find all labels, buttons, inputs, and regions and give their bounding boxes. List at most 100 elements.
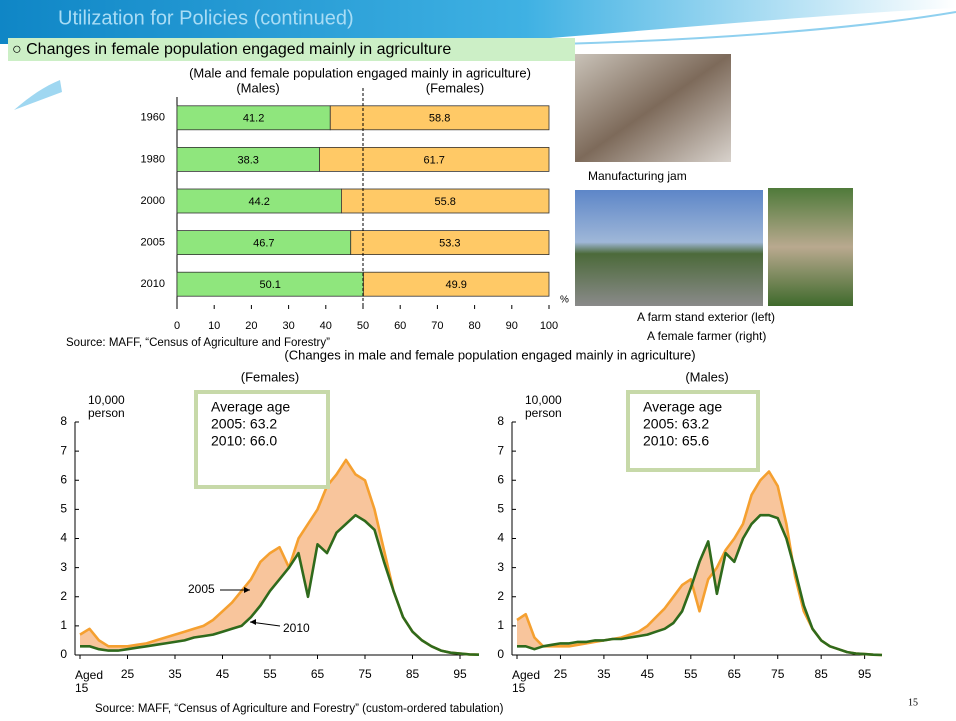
y-tick-label: 8 (497, 414, 504, 428)
bar-segment (176, 271, 364, 297)
page-number: 15 (908, 697, 918, 708)
y-tick-label: 3 (60, 560, 67, 574)
x-tick-label: Aged 15 (75, 668, 104, 695)
chart-title: (Males) (685, 369, 728, 384)
group-label: (Males) (236, 80, 279, 95)
y-tick-label: 1 (60, 618, 67, 632)
chart-title: (Females) (241, 369, 300, 384)
annotation-text: Average age (643, 399, 722, 415)
y-tick-label: 0 (60, 647, 67, 661)
x-tick-label: 50 (357, 320, 369, 332)
y-axis-label: 10,000 person (525, 393, 562, 420)
x-tick-label: Aged 15 (512, 668, 541, 695)
bar-value-label: 44.2 (249, 196, 270, 208)
chart-title: (Male and female population engaged main… (189, 65, 531, 80)
bar-value-label: 46.7 (253, 238, 274, 250)
bar-segment (176, 146, 320, 172)
series-arrowhead (250, 619, 256, 625)
bar-value-label: 38.3 (238, 154, 259, 166)
y-tick-label: 5 (60, 502, 67, 516)
y-tick-label: 3 (497, 560, 504, 574)
bar-segment (350, 230, 550, 256)
bar-segment (176, 105, 331, 131)
x-tick-label: 75 (771, 667, 785, 681)
x-tick-label: 55 (263, 667, 277, 681)
x-tick-label: 85 (814, 667, 828, 681)
bar-value-label: 61.7 (424, 154, 445, 166)
photo-farmer (768, 188, 853, 306)
subtitle-bg (8, 38, 575, 61)
y-axis-label: 10,000 person (88, 393, 125, 420)
source-note: Source: MAFF, “Census of Agriculture and… (95, 703, 504, 715)
bar-segment (176, 230, 352, 256)
x-tick-label: 80 (468, 320, 480, 332)
header-band (0, 0, 956, 44)
gap-area (80, 459, 479, 655)
y-tick-label: 4 (497, 531, 504, 545)
series-line (80, 513, 480, 656)
series-label: 2005 (188, 582, 215, 596)
side-swoosh (14, 80, 62, 110)
y-tick-label: 2000 (141, 195, 165, 207)
bar-value-label: 41.2 (243, 113, 264, 125)
x-tick-label: 45 (216, 667, 230, 681)
annotation-text: 2005: 63.2 (643, 416, 709, 432)
x-tick-label: 95 (858, 667, 872, 681)
photo-caption: Manufacturing jam (588, 169, 687, 183)
slide-subtitle: ○ Changes in female population engaged m… (12, 41, 451, 58)
annotation-text: 2005: 63.2 (211, 416, 277, 432)
x-tick-label: 75 (358, 667, 372, 681)
photo-caption: A female farmer (right) (647, 329, 766, 343)
y-tick-label: 8 (60, 414, 67, 428)
group-label: (Females) (426, 80, 485, 95)
x-tick-label: 25 (121, 667, 135, 681)
series-line (517, 513, 883, 657)
photo-farm-stand (575, 190, 763, 306)
bar-segment (329, 105, 550, 131)
x-tick-label: 65 (728, 667, 742, 681)
y-tick-label: 6 (60, 472, 67, 486)
y-tick-label: 0 (497, 647, 504, 661)
y-tick-label: 2 (60, 589, 67, 603)
y-tick-label: 1980 (141, 153, 165, 165)
y-tick-label: 1960 (141, 112, 165, 124)
y-tick-label: 2005 (141, 237, 165, 249)
x-unit: % (560, 295, 569, 306)
annotation-text: Average age (211, 399, 290, 415)
bar-value-label: 58.8 (429, 113, 450, 125)
photo-caption: A farm stand exterior (left) (637, 310, 775, 324)
x-tick-label: 0 (174, 320, 180, 332)
series-label: 2010 (283, 621, 310, 635)
annotation-text: 2010: 65.6 (643, 433, 709, 449)
annotation-box (194, 390, 330, 489)
y-tick-label: 7 (60, 443, 67, 457)
annotation-text: 2010: 66.0 (211, 433, 277, 449)
x-tick-label: 35 (168, 667, 182, 681)
x-tick-label: 40 (320, 320, 332, 332)
section-heading: (Changes in male and female population e… (284, 347, 695, 362)
x-tick-label: 55 (684, 667, 698, 681)
x-tick-label: 90 (506, 320, 518, 332)
x-tick-label: 20 (245, 320, 257, 332)
y-tick-label: 2010 (141, 278, 165, 290)
annotation-box (626, 390, 760, 472)
y-tick-label: 4 (60, 531, 67, 545)
y-tick-label: 5 (497, 502, 504, 516)
y-tick-label: 2 (497, 589, 504, 603)
x-tick-label: 25 (554, 667, 568, 681)
y-tick-label: 7 (497, 443, 504, 457)
y-tick-label: 1 (497, 618, 504, 632)
bar-value-label: 49.9 (445, 279, 466, 291)
x-tick-label: 35 (597, 667, 611, 681)
bar-segment (176, 188, 342, 214)
series-arrowhead (244, 587, 250, 593)
x-tick-label: 95 (453, 667, 467, 681)
bar-value-label: 50.1 (259, 279, 280, 291)
slide-title: Utilization for Policies (continued) (58, 7, 354, 29)
x-tick-label: 60 (394, 320, 406, 332)
x-tick-label: 10 (208, 320, 220, 332)
x-tick-label: 65 (311, 667, 325, 681)
x-tick-label: 100 (540, 320, 558, 332)
